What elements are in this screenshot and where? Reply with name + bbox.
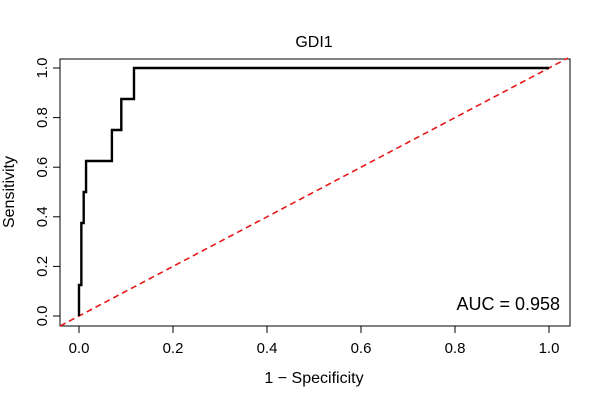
x-tick-label: 0.6 bbox=[351, 340, 372, 357]
x-axis-title: 1 − Specificity bbox=[264, 370, 363, 387]
y-tick-label: 0.8 bbox=[34, 107, 51, 128]
y-axis-title: Sensitivity bbox=[1, 156, 18, 228]
y-tick-label: 0.0 bbox=[34, 306, 51, 327]
chart-title: GDI1 bbox=[295, 34, 332, 51]
roc-curve-line bbox=[77, 66, 549, 316]
y-tick-label: 0.6 bbox=[34, 157, 51, 178]
plot-frame bbox=[59, 58, 571, 327]
x-axis: 0.0 0.2 0.4 0.6 0.8 1.0 bbox=[69, 326, 560, 357]
y-tick-label: 0.2 bbox=[34, 256, 51, 277]
x-tick-label: 0.4 bbox=[257, 340, 278, 357]
x-tick-label: 1.0 bbox=[539, 340, 560, 357]
y-axis: 0.0 0.2 0.4 0.6 0.8 1.0 bbox=[34, 58, 60, 327]
reference-diagonal-line bbox=[59, 57, 569, 327]
y-tick-label: 0.4 bbox=[34, 206, 51, 227]
auc-annotation: AUC = 0.958 bbox=[456, 294, 560, 314]
x-tick-label: 0.2 bbox=[163, 340, 184, 357]
x-tick-label: 0.8 bbox=[445, 340, 466, 357]
y-tick-label: 1.0 bbox=[34, 58, 51, 79]
x-tick-label: 0.0 bbox=[69, 340, 90, 357]
